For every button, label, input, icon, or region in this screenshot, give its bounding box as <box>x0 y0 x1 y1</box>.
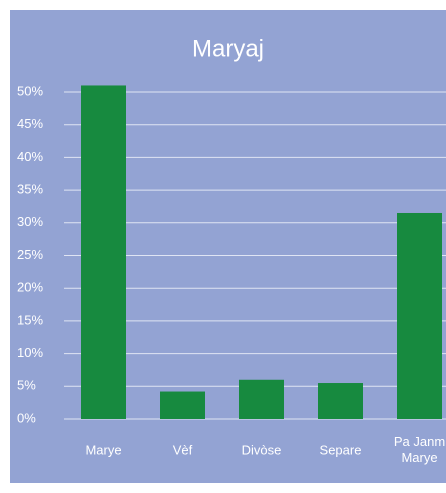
y-tick-label: 50% <box>17 83 43 98</box>
panel <box>10 10 446 483</box>
chart-title: Maryaj <box>192 35 264 62</box>
x-tick-label: Separe <box>320 442 362 457</box>
y-tick-label: 30% <box>17 214 43 229</box>
bar <box>397 212 442 419</box>
x-tick-label: Marye <box>85 442 121 457</box>
y-tick-label: 0% <box>17 410 36 425</box>
y-tick-label: 45% <box>17 116 43 131</box>
y-tick-label: 40% <box>17 149 43 164</box>
y-tick-label: 10% <box>17 345 43 360</box>
x-tick-label: Pa Janm Marye <box>394 434 445 465</box>
x-tick-label-line: Pa Janm <box>394 434 445 449</box>
x-tick-label: Divòse <box>242 442 282 457</box>
bar <box>239 379 284 419</box>
bar <box>318 383 363 419</box>
bar <box>81 85 126 420</box>
y-tick-label: 15% <box>17 312 43 327</box>
y-tick-label: 5% <box>17 378 36 393</box>
bar <box>160 391 205 419</box>
y-tick-label: 20% <box>17 280 43 295</box>
y-tick-label: 35% <box>17 182 43 197</box>
x-tick-label-line: Marye <box>401 450 437 465</box>
x-tick-label: Vèf <box>173 442 193 457</box>
y-tick-label: 25% <box>17 247 43 262</box>
